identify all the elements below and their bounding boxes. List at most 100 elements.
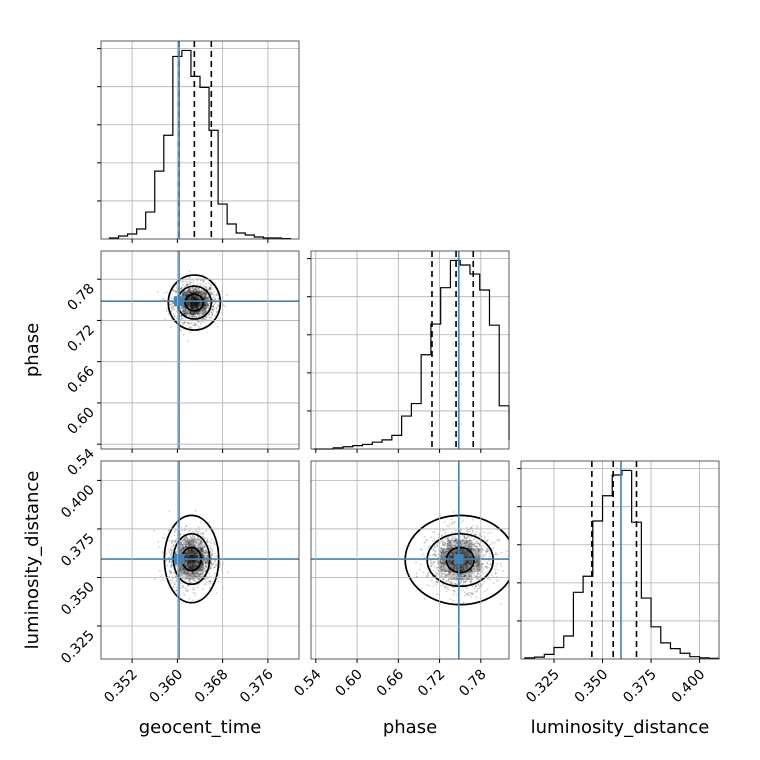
sample-point: [194, 315, 197, 317]
sample-point: [198, 554, 200, 557]
sample-point: [477, 560, 480, 563]
sample-point: [186, 302, 189, 305]
sample-point: [192, 291, 195, 294]
sample-point: [188, 544, 190, 546]
sample-point: [187, 298, 190, 301]
sample-point: [480, 563, 483, 566]
sample-point: [187, 291, 190, 294]
sample-point: [441, 539, 444, 542]
sample-point: [195, 555, 198, 558]
sample-point: [188, 530, 191, 533]
sample-point: [478, 586, 481, 589]
sample-point: [450, 536, 453, 538]
histogram-phase: [313, 259, 510, 450]
sample-point: [169, 325, 172, 328]
sample-point: [186, 302, 189, 305]
sample-point: [444, 585, 447, 588]
sample-point: [205, 292, 208, 295]
sample-point: [450, 582, 453, 585]
sample-point: [425, 538, 428, 541]
sample-point: [464, 581, 466, 584]
sample-point: [191, 315, 193, 317]
sample-point: [201, 294, 204, 297]
sample-point: [466, 578, 468, 581]
sample-point: [187, 339, 190, 342]
sample-point: [218, 317, 221, 320]
sample-point: [204, 564, 207, 567]
sample-point: [195, 565, 198, 568]
sample-point: [189, 535, 192, 538]
sample-point: [468, 577, 471, 580]
sample-point: [442, 550, 445, 552]
sample-point: [200, 548, 203, 551]
sample-point: [174, 551, 177, 554]
density-cell: [198, 290, 207, 299]
sample-point: [184, 291, 186, 294]
sample-point: [478, 543, 481, 546]
sample-point: [203, 306, 206, 308]
sample-point: [437, 563, 440, 566]
sample-point: [435, 567, 438, 570]
sample-point: [194, 291, 197, 294]
sample-point: [165, 307, 168, 310]
sample-point: [189, 288, 191, 291]
sample-point: [448, 540, 451, 542]
sample-point: [194, 545, 197, 548]
sample-point: [204, 304, 207, 307]
sample-point: [196, 290, 198, 292]
sample-point: [415, 561, 417, 564]
sample-point: [185, 545, 188, 548]
sample-point: [463, 541, 466, 544]
sample-point: [468, 539, 471, 542]
x-tick-label: 0.325: [523, 667, 563, 707]
sample-point: [443, 572, 446, 575]
sample-point: [181, 292, 184, 295]
sample-point: [459, 542, 461, 545]
sample-point: [182, 293, 185, 296]
sample-point: [189, 544, 192, 547]
sample-point: [181, 568, 184, 571]
sample-point: [175, 289, 178, 292]
sample-point: [475, 524, 478, 527]
sample-point: [207, 305, 210, 308]
sample-point: [188, 541, 191, 544]
sample-point: [199, 547, 202, 550]
sample-point: [452, 568, 455, 571]
sample-point: [205, 562, 208, 565]
sample-point: [202, 317, 205, 320]
sample-point: [468, 563, 471, 566]
sample-point: [190, 307, 193, 310]
sample-point: [436, 545, 439, 548]
sample-point: [469, 591, 472, 594]
sample-point: [196, 553, 199, 556]
sample-point: [171, 305, 174, 307]
sample-point: [446, 587, 449, 590]
sample-point: [477, 551, 480, 553]
sample-point: [215, 307, 218, 310]
sample-point: [494, 571, 497, 574]
sample-point: [183, 571, 186, 573]
sample-point: [192, 572, 194, 575]
sample-point: [180, 543, 183, 546]
sample-point: [190, 543, 193, 546]
sample-point: [206, 561, 209, 564]
sample-point: [186, 539, 189, 542]
sample-point: [467, 553, 469, 556]
sample-point: [209, 540, 212, 543]
sample-point: [189, 287, 192, 290]
sample-point: [473, 542, 476, 545]
sample-point: [199, 303, 202, 306]
sample-point: [185, 549, 188, 552]
sample-point: [475, 533, 478, 536]
sample-point: [184, 310, 187, 313]
sample-point: [188, 304, 191, 306]
sample-point: [211, 564, 213, 567]
sample-point: [203, 296, 206, 299]
sample-point: [183, 306, 185, 309]
sample-point: [192, 542, 195, 545]
sample-point: [194, 312, 197, 314]
sample-point: [183, 563, 186, 565]
sample-point: [215, 307, 218, 309]
sample-point: [483, 580, 486, 583]
sample-point: [447, 573, 449, 576]
